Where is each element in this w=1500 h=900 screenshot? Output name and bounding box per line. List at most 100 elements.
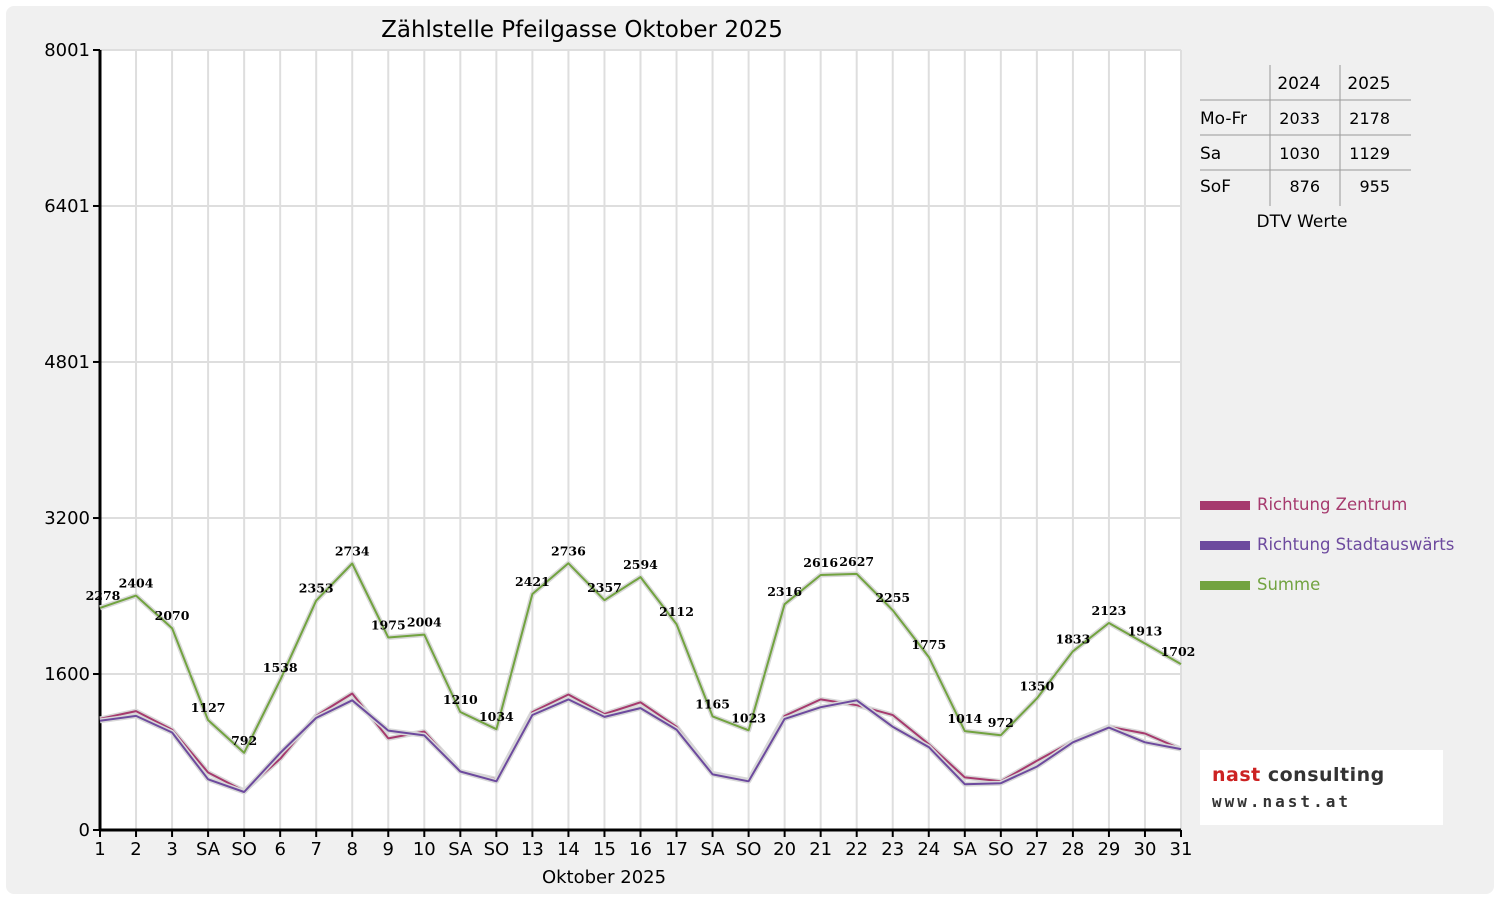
- x-tick-label: 30: [1134, 839, 1157, 860]
- data-label: 1034: [479, 709, 514, 724]
- data-label: 1538: [263, 660, 298, 675]
- data-label: 1014: [947, 711, 982, 726]
- legend-label: Richtung Stadtauswärts: [1257, 535, 1454, 554]
- dtv-row-label-sof: SoF: [1200, 177, 1231, 197]
- x-tick-label: SA: [953, 839, 978, 860]
- data-label: 2123: [1092, 603, 1127, 618]
- y-tick-label: 1600: [44, 664, 90, 685]
- data-label: 2070: [155, 608, 190, 623]
- nast-consulting-logo: nast consulting www.nast.at: [1200, 750, 1443, 825]
- x-tick-label: 23: [881, 839, 904, 860]
- x-tick-label: 6: [274, 839, 285, 860]
- data-label: 1023: [731, 710, 766, 725]
- data-label: 1165: [695, 696, 730, 711]
- x-tick-label: 24: [917, 839, 940, 860]
- data-label: 2278: [86, 588, 121, 603]
- data-label: 2627: [839, 554, 874, 569]
- y-tick-label: 3200: [44, 508, 90, 529]
- x-tick-label: 7: [310, 839, 321, 860]
- x-tick-label: 14: [557, 839, 580, 860]
- data-label: 2255: [875, 590, 910, 605]
- logo-url: www.nast.at: [1212, 792, 1351, 811]
- x-tick-label: 17: [665, 839, 688, 860]
- x-tick-label: SO: [231, 839, 257, 860]
- data-label: 2004: [407, 615, 442, 630]
- data-label: 1833: [1056, 631, 1091, 646]
- x-tick-label: 3: [166, 839, 177, 860]
- data-label: 1350: [1019, 678, 1054, 693]
- data-label: 2594: [623, 557, 658, 572]
- data-label: 2421: [515, 574, 550, 589]
- data-label: 2736: [551, 543, 586, 558]
- x-tick-label: 28: [1061, 839, 1084, 860]
- legend-label: Richtung Zentrum: [1257, 495, 1407, 514]
- x-tick-label: 29: [1097, 839, 1120, 860]
- data-label: 1127: [191, 700, 226, 715]
- x-tick-label: 2: [130, 839, 141, 860]
- x-axis-title: Oktober 2025: [542, 867, 666, 888]
- x-tick-label: 31: [1170, 839, 1193, 860]
- data-label: 2353: [299, 581, 334, 596]
- dtv-header-2025: 2025: [1347, 74, 1390, 94]
- x-tick-label: SO: [484, 839, 510, 860]
- dtv-cell-mofr-2024: 2033: [1279, 109, 1320, 128]
- data-label: 2734: [335, 543, 370, 558]
- data-label: 972: [988, 715, 1014, 730]
- data-label: 1702: [1161, 644, 1196, 659]
- data-label: 792: [231, 733, 257, 748]
- data-label: 2357: [587, 580, 622, 595]
- logo-brand: nast consulting: [1212, 764, 1385, 786]
- chart-title: Zählstelle Pfeilgasse Oktober 2025: [381, 17, 783, 43]
- x-tick-label: 20: [773, 839, 796, 860]
- x-tick-label: 8: [347, 839, 358, 860]
- x-tick-label: 1: [94, 839, 105, 860]
- x-tick-label: 10: [413, 839, 436, 860]
- series-lines: [99, 560, 1183, 795]
- legend-swatch: [1200, 501, 1250, 510]
- dtv-cell-sa-2024: 1030: [1279, 144, 1320, 163]
- series-line-2: [99, 562, 1182, 754]
- x-tick-label: SO: [988, 839, 1014, 860]
- dtv-row-label-mofr: Mo-Fr: [1200, 109, 1247, 129]
- dtv-header-2024: 2024: [1277, 74, 1320, 94]
- data-label: 1975: [371, 617, 406, 632]
- series-line-1: [99, 698, 1182, 793]
- logo-brand-consulting: consulting: [1260, 764, 1385, 786]
- y-tick-label: 8001: [44, 40, 90, 61]
- x-tick-label: SA: [701, 839, 726, 860]
- legend-label: Summe: [1257, 575, 1320, 594]
- x-tick-label: 27: [1025, 839, 1048, 860]
- data-label: 2616: [803, 555, 838, 570]
- x-tick-label: SA: [448, 839, 473, 860]
- data-label: 1775: [911, 637, 946, 652]
- y-tick-label: 0: [79, 820, 90, 841]
- data-label: 2112: [659, 604, 694, 619]
- data-label: 1210: [443, 692, 478, 707]
- dtv-row-label-sa: Sa: [1200, 144, 1221, 164]
- x-tick-label: 15: [593, 839, 616, 860]
- x-tick-label: 9: [383, 839, 394, 860]
- x-tick-label: 22: [845, 839, 868, 860]
- dtv-cell-mofr-2025: 2178: [1349, 109, 1390, 128]
- legend-swatch: [1200, 581, 1250, 590]
- x-tick-label: 16: [629, 839, 652, 860]
- legend-swatch: [1200, 541, 1250, 550]
- dtv-cell-sof-2024: 876: [1289, 177, 1320, 196]
- dtv-table: 2024 2025 Mo-Fr 2033 2178 Sa 1030 1129 S…: [1200, 65, 1411, 232]
- x-tick-label: SO: [736, 839, 762, 860]
- dtv-cell-sa-2025: 1129: [1349, 144, 1390, 163]
- data-label: 1913: [1128, 624, 1163, 639]
- y-tick-label: 4801: [44, 352, 90, 373]
- x-tick-label: 21: [809, 839, 832, 860]
- data-label: 2404: [119, 576, 154, 591]
- dtv-cell-sof-2025: 955: [1359, 177, 1390, 196]
- x-tick-label: SA: [196, 839, 221, 860]
- legend: Richtung Zentrum Richtung Stadtauswärts Su…: [1200, 495, 1454, 594]
- y-tick-label: 6401: [44, 196, 90, 217]
- logo-brand-nast: nast: [1212, 764, 1261, 786]
- x-tick-label: 13: [521, 839, 544, 860]
- dtv-caption: DTV Werte: [1257, 212, 1348, 232]
